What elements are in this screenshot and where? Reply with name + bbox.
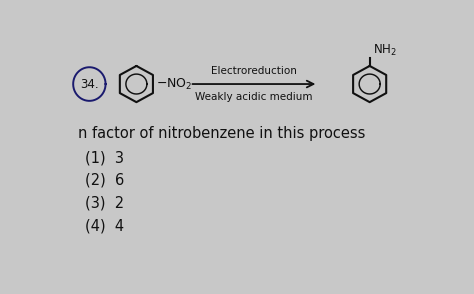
Text: n factor of nitrobenzene in this process: n factor of nitrobenzene in this process: [78, 126, 365, 141]
Text: NH$_2$: NH$_2$: [373, 42, 396, 58]
Text: (2)  6: (2) 6: [85, 173, 124, 188]
Text: (4)  4: (4) 4: [85, 218, 124, 233]
Text: Electroreduction: Electroreduction: [211, 66, 297, 76]
Text: Weakly acidic medium: Weakly acidic medium: [195, 92, 313, 102]
Text: 34.: 34.: [80, 78, 99, 91]
Text: (3)  2: (3) 2: [85, 196, 124, 211]
Text: $-$NO$_2$: $-$NO$_2$: [156, 76, 192, 92]
Text: (1)  3: (1) 3: [85, 150, 124, 165]
